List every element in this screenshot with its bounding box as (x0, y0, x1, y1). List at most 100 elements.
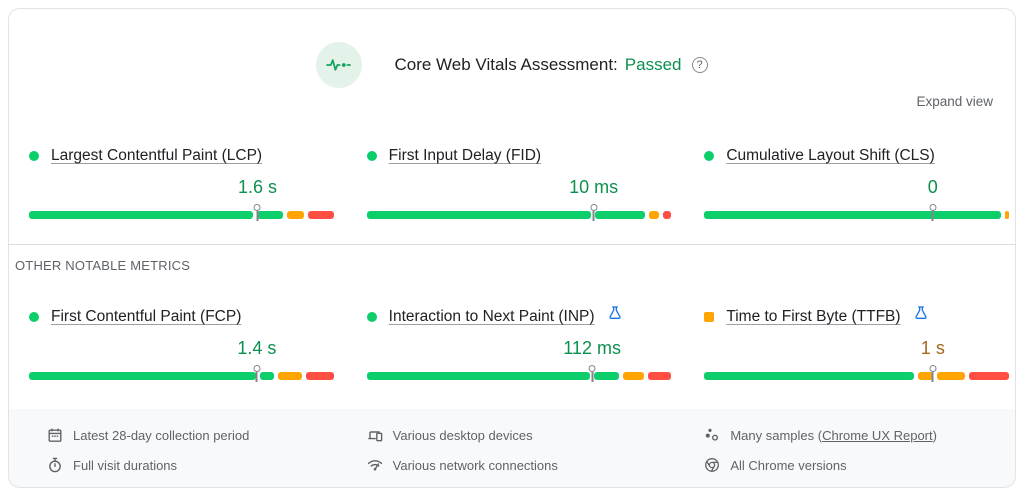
metric-p75-value: 1.4 s (237, 338, 277, 358)
bar-segment-poor (968, 372, 1009, 380)
bar-segment-poor (306, 372, 334, 380)
bar-segment-good (259, 372, 274, 380)
section-divider (9, 244, 1015, 245)
experimental-flask-icon (607, 305, 623, 326)
bar-segment-needs_improvement (623, 372, 644, 380)
metric-title-link[interactable]: First Input Delay (FID) (388, 147, 542, 164)
devices-icon (367, 427, 383, 443)
footer-item: Various network connections (367, 452, 672, 478)
footer-item: Latest 28-day collection period (47, 422, 334, 448)
assessment-header: Core Web Vitals Assessment: Passed ? (9, 9, 1015, 88)
marker-knob (588, 365, 596, 372)
marker-stem (931, 372, 934, 382)
distribution-bar (29, 372, 334, 380)
metric-p75-value: 0 (927, 177, 938, 197)
bar-segment-good (704, 372, 914, 380)
marker-knob (929, 204, 937, 211)
bar-segment-needs_improvement (937, 372, 965, 380)
metric-card: Time to First Byte (TTFB) 1 s (704, 305, 1009, 386)
footer-note-text: Full visit durations (73, 457, 178, 473)
footer-note-text: Various network connections (392, 457, 558, 473)
bar-segment-poor (663, 211, 672, 219)
metric-p75-value: 112 ms (563, 338, 621, 358)
p75-marker-pin (253, 204, 261, 221)
metric-card: First Contentful Paint (FCP) 1.4 s (29, 308, 334, 386)
metric-p75-value: 10 ms (569, 177, 619, 197)
bar-segment-needs_improvement (917, 372, 934, 380)
metric-title-link[interactable]: Cumulative Layout Shift (CLS) (726, 147, 935, 164)
footer-note-text: ) (932, 427, 937, 443)
metric-title-link[interactable]: Largest Contentful Paint (LCP) (51, 147, 263, 164)
bar-segment-good (704, 211, 1001, 219)
marker-stem (592, 211, 595, 221)
metric-card: Largest Contentful Paint (LCP) 1.6 s (29, 147, 334, 225)
bar-segment-good (257, 211, 284, 219)
footer-item: Various desktop devices (367, 422, 672, 448)
samples-icon (704, 427, 720, 443)
bar-segment-good (29, 211, 254, 219)
bar-segment-good (594, 372, 620, 380)
p75-marker-pin (929, 204, 937, 221)
marker-knob (253, 204, 261, 211)
bar-segment-poor (647, 372, 672, 380)
core-web-vitals-card: Core Web Vitals Assessment: Passed ? Exp… (8, 8, 1016, 488)
bar-segment-good (29, 372, 256, 380)
metric-distribution: 1.6 s (29, 173, 334, 225)
footer-note-text: All Chrome versions (730, 457, 847, 473)
marker-stem (591, 372, 594, 382)
bar-segment-needs_improvement (287, 211, 305, 219)
metric-distribution: 1 s (704, 334, 1009, 386)
footer-note-text: Many samples ( (730, 427, 823, 443)
footer-column: Many samples (Chrome UX Report) All Chrom… (704, 422, 1009, 487)
footer-column: Various desktop devices Various network c… (367, 422, 672, 487)
footer-item: All Chrome versions (704, 452, 1009, 478)
footer-item: Full visit durations (47, 452, 334, 478)
bar-segment-good (366, 372, 591, 380)
marker-stem (255, 372, 258, 382)
p75-marker-pin (253, 365, 261, 382)
distribution-bar (704, 372, 1009, 380)
p75-marker-pin (588, 365, 596, 382)
metric-distribution: 10 ms (366, 173, 672, 225)
marker-knob (253, 365, 261, 372)
metric-title-link[interactable]: First Contentful Paint (FCP) (51, 308, 242, 325)
experimental-flask-icon (913, 305, 929, 326)
expand-view-link[interactable]: Expand view (916, 94, 993, 109)
metric-card: Cumulative Layout Shift (CLS) 0 (704, 147, 1009, 225)
metric-status-bullet (29, 151, 39, 161)
metric-distribution: 0 (704, 173, 1009, 225)
bar-segment-needs_improvement (1004, 211, 1009, 219)
bar-segment-good (594, 211, 645, 219)
distribution-bar (29, 211, 334, 219)
assessment-status: Passed (624, 55, 682, 74)
context-footer: Latest 28-day collection period Full visi… (9, 409, 1015, 487)
distribution-bar (366, 211, 672, 219)
metric-card: First Input Delay (FID) 10 ms (366, 147, 672, 225)
marker-knob (590, 204, 598, 211)
bar-segment-poor (308, 211, 334, 219)
chrome-ux-report-link[interactable]: Chrome UX Report (822, 427, 933, 443)
core-metrics-row: Largest Contentful Paint (LCP) 1.6 s First… (9, 147, 1015, 225)
metric-status-bullet (29, 312, 39, 322)
network-icon (367, 457, 383, 473)
stopwatch-icon (47, 457, 63, 473)
metric-card: Interaction to Next Paint (INP) 112 ms (366, 305, 672, 386)
chrome-icon (704, 457, 720, 473)
p75-marker-pin (590, 204, 598, 221)
other-metrics-row: First Contentful Paint (FCP) 1.4 s Interac… (9, 305, 1015, 386)
metric-title-link[interactable]: Interaction to Next Paint (INP) (388, 308, 595, 325)
footer-item: Many samples (Chrome UX Report) (704, 422, 1009, 448)
metric-p75-value: 1.6 s (237, 177, 277, 197)
pulse-icon (316, 42, 363, 88)
bar-segment-needs_improvement (648, 211, 660, 219)
metric-title-link[interactable]: Time to First Byte (TTFB) (726, 308, 901, 325)
marker-knob (929, 365, 937, 372)
bar-segment-needs_improvement (277, 372, 303, 380)
calendar-icon (47, 427, 63, 443)
footer-note-text: Latest 28-day collection period (73, 427, 250, 443)
help-icon[interactable]: ? (691, 57, 708, 73)
assessment-title: Core Web Vitals Assessment: (394, 55, 618, 74)
p75-marker-pin (929, 365, 937, 382)
metric-p75-value: 1 s (920, 338, 945, 358)
bar-segment-good (366, 211, 591, 219)
